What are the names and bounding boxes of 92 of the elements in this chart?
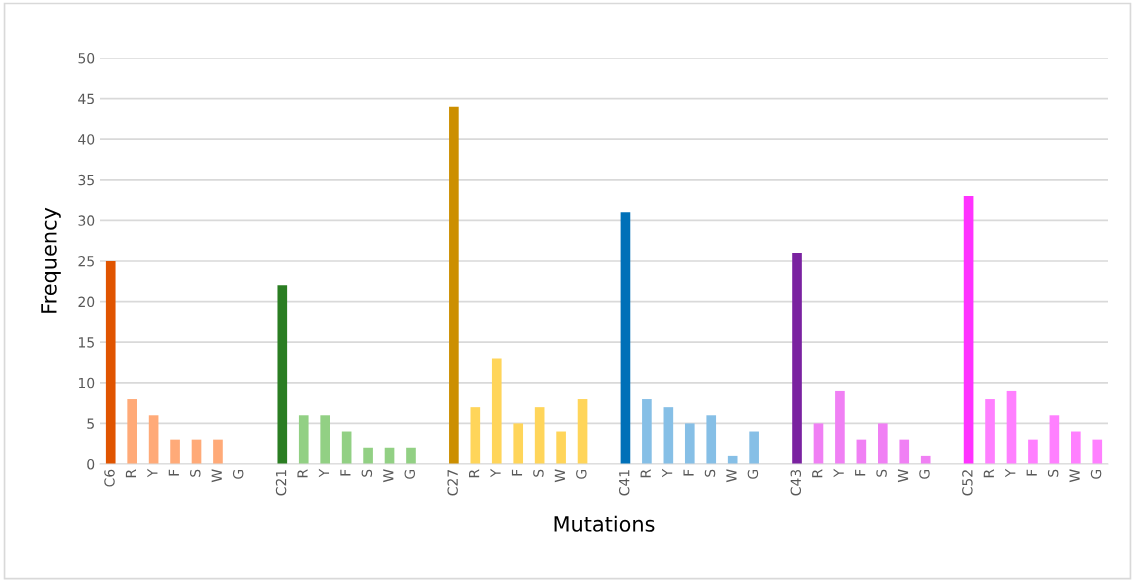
x-tick-label: C21 [275, 470, 287, 496]
bar [127, 399, 137, 464]
bar [320, 415, 331, 464]
x-tick-label: W [726, 469, 737, 483]
bar [577, 399, 588, 464]
x-tick-label: S [361, 469, 373, 477]
y-tick-label: 10 [78, 377, 95, 389]
x-tick-label: C6 [104, 469, 115, 487]
x-tick-label: G [404, 470, 416, 479]
x-tick-label: Y [833, 468, 844, 478]
x-tick-label: C43 [790, 469, 802, 496]
y-tick-label: 15 [78, 337, 94, 348]
bar [749, 431, 759, 464]
x-tick-label: W [554, 469, 565, 483]
bar [298, 415, 309, 464]
bar [620, 212, 631, 464]
x-tick-label: G [576, 470, 587, 479]
x-tick-label: Y [1005, 468, 1016, 478]
x-tick-label: G [747, 470, 759, 479]
bar [963, 196, 974, 464]
bar [1071, 431, 1081, 464]
bar [213, 439, 223, 464]
bar [877, 423, 888, 464]
x-tick-label: W [1069, 469, 1080, 483]
x-tick-label: F [168, 469, 179, 476]
x-tick-label: R [983, 469, 994, 478]
bar [920, 455, 931, 464]
bar [706, 415, 717, 464]
bar [513, 423, 524, 464]
bar [406, 447, 416, 464]
bar [1049, 415, 1060, 464]
y-tick-label: 30 [78, 215, 95, 226]
x-tick-label: S [533, 469, 544, 477]
x-tick-label: Y [662, 468, 673, 478]
x-tick-label: S [876, 469, 887, 477]
y-tick-label: 25 [78, 255, 94, 267]
bar [727, 455, 738, 464]
bar [491, 358, 502, 464]
x-tick-label: R [297, 469, 308, 478]
y-tick-label: 35 [78, 174, 94, 186]
bar [684, 423, 695, 464]
bar [470, 407, 481, 464]
y-tick-label: 20 [78, 296, 95, 308]
y-tick-label: 40 [78, 134, 95, 145]
y-tick-label: 50 [78, 52, 95, 64]
bar [534, 407, 545, 464]
bar [1092, 439, 1103, 464]
x-tick-label: C41 [618, 470, 630, 496]
x-tick-label: G [919, 470, 930, 479]
x-tick-label: F [855, 469, 866, 476]
bar [170, 439, 180, 464]
bar [449, 106, 459, 464]
x-tick-label: F [340, 469, 351, 476]
bar [1028, 439, 1038, 464]
x-tick-label: Y [147, 468, 158, 478]
bar [642, 399, 652, 464]
bar [148, 415, 159, 464]
bar [363, 447, 373, 464]
x-tick-label: R [640, 469, 651, 478]
y-tick-label: 45 [78, 93, 94, 105]
x-tick-label: F [511, 469, 523, 476]
x-tick-label: F [1026, 469, 1037, 476]
y-tick-label: 0 [87, 458, 95, 470]
x-tick-label: S [1047, 469, 1059, 477]
x-axis-title: Mutations [554, 515, 655, 532]
bar [105, 261, 116, 464]
bar [277, 285, 288, 464]
bar [556, 431, 566, 464]
y-axis-title: Frequency [41, 207, 61, 313]
x-tick-label: Y [318, 468, 330, 478]
x-tick-label: W [383, 469, 394, 483]
x-tick-label: S [704, 469, 716, 477]
x-tick-label: F [683, 469, 694, 476]
x-tick-label: S [190, 469, 201, 477]
bar [792, 252, 802, 464]
bar [813, 423, 824, 464]
x-tick-label: G [1090, 470, 1102, 479]
bar [985, 399, 995, 464]
x-tick-label: R [469, 469, 480, 478]
y-tick-label: 5 [87, 418, 94, 429]
x-tick-label: G [232, 470, 244, 479]
x-tick-label: W [897, 469, 909, 483]
bar [835, 390, 845, 464]
x-tick-label: C52 [962, 470, 973, 496]
x-tick-label: C27 [447, 470, 458, 496]
x-tick-label: W [211, 469, 222, 483]
x-tick-label: R [125, 469, 136, 478]
x-tick-label: R [812, 469, 823, 478]
x-tick-label: Y [490, 468, 501, 478]
bar [1006, 390, 1017, 464]
bar [899, 439, 910, 464]
bar [663, 407, 674, 464]
